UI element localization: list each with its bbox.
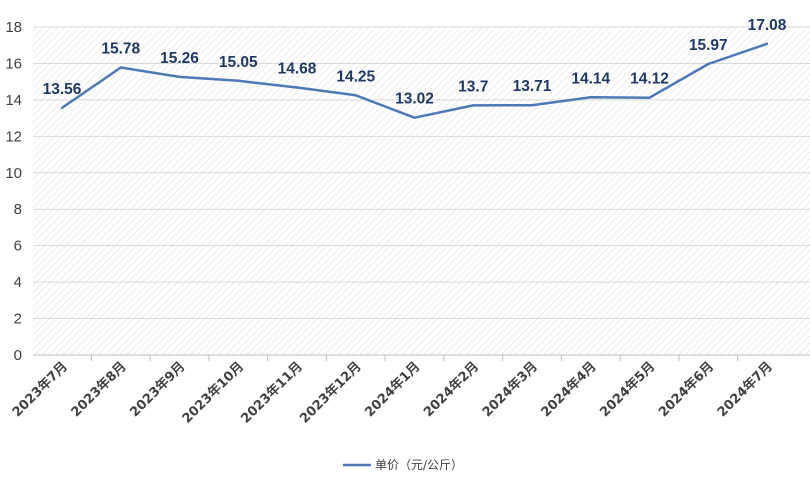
x-tick-label: 2024年6月	[655, 359, 717, 421]
y-tick-label: 16	[5, 55, 22, 72]
x-tick-label: 2023年12月	[296, 359, 364, 427]
x-tick-label: 2023年9月	[127, 359, 189, 421]
data-label: 14.14	[571, 70, 610, 87]
data-point	[119, 66, 122, 69]
data-label: 13.02	[395, 91, 434, 108]
data-label: 17.08	[748, 17, 787, 34]
x-tick-label: 2024年3月	[479, 359, 541, 421]
legend: 单价（元/公斤）	[343, 458, 463, 472]
y-tick-label: 10	[5, 165, 22, 182]
data-label: 13.56	[43, 81, 82, 98]
series-line-group	[60, 42, 769, 119]
x-tick-label: 2024年2月	[420, 359, 482, 421]
data-point	[707, 62, 710, 66]
data-label: 15.97	[689, 37, 728, 54]
x-tick-label: 2023年11月	[238, 359, 306, 427]
data-point	[237, 79, 240, 82]
data-point	[648, 96, 651, 99]
data-label: 14.12	[630, 71, 669, 88]
x-tick-label: 2024年4月	[538, 359, 600, 421]
data-point	[178, 75, 181, 79]
y-tick-label: 2	[14, 311, 22, 328]
data-label: 14.68	[278, 60, 317, 77]
x-tick-label: 2023年8月	[68, 359, 130, 421]
y-tick-label: 6	[14, 238, 22, 255]
data-point	[413, 116, 416, 119]
data-point	[472, 104, 475, 107]
y-tick-label: 18	[5, 19, 22, 36]
y-tick-label: 14	[5, 92, 22, 109]
y-tick-label: 8	[14, 201, 22, 218]
gridlines	[33, 26, 810, 356]
x-tick-label: 2024年1月	[362, 359, 424, 421]
y-tick-label: 0	[14, 347, 22, 364]
data-label: 13.7	[458, 78, 488, 95]
data-label: 15.26	[160, 50, 199, 67]
y-axis-ticks: 0 2 4 6 8 10 12 14 16 18	[5, 19, 22, 364]
plot-background	[33, 27, 810, 355]
data-point	[295, 86, 299, 89]
data-label: 13.71	[513, 78, 552, 95]
data-point	[589, 96, 592, 99]
data-point	[765, 42, 769, 45]
x-tick-label: 2023年10月	[179, 359, 247, 427]
data-point	[60, 106, 64, 110]
y-tick-label: 12	[5, 128, 22, 145]
x-axis-ticks: 2023年7月2023年8月2023年9月2023年10月2023年11月202…	[9, 355, 776, 427]
y-tick-label: 4	[14, 274, 22, 291]
x-tick-label: 2024年7月	[714, 359, 776, 421]
legend-series-name: 单价（元/公斤）	[375, 458, 463, 472]
x-tick-label: 2024年5月	[597, 359, 659, 421]
x-tick-label: 2023年7月	[9, 359, 71, 421]
data-label: 15.05	[219, 54, 258, 71]
data-point	[530, 103, 534, 107]
data-label: 14.25	[336, 68, 375, 85]
data-point	[354, 94, 357, 97]
data-label: 15.78	[101, 40, 140, 57]
